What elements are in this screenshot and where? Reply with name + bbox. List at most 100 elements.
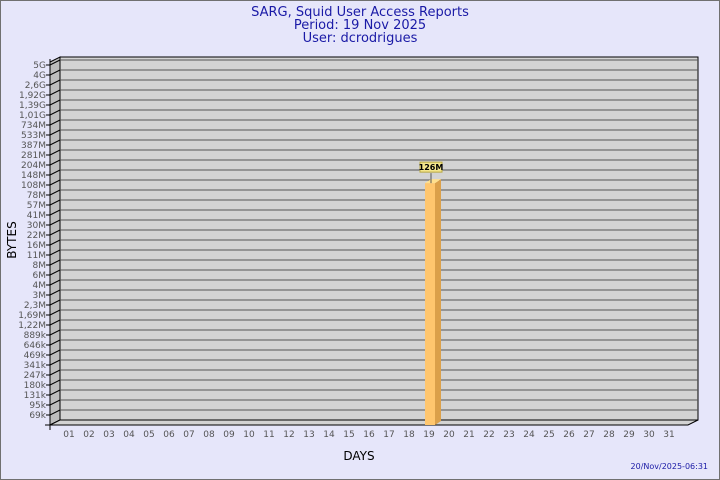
chart-subtitle-period: Period: 19 Nov 2025 xyxy=(294,18,426,33)
gridline-side xyxy=(49,179,61,186)
x-tick-label: 31 xyxy=(663,430,674,440)
x-tick-label: 25 xyxy=(543,430,554,440)
x-tick-label: 07 xyxy=(183,430,194,440)
gridline-side xyxy=(49,259,61,266)
y-tick-label: 281M xyxy=(21,151,46,161)
gridline-side xyxy=(49,219,61,226)
x-tick-label: 20 xyxy=(443,430,455,440)
x-tick-label: 19 xyxy=(423,430,435,440)
plot-back-wall xyxy=(59,56,699,421)
x-tick-label: 15 xyxy=(343,430,354,440)
bar-front xyxy=(425,183,435,425)
gridline-side xyxy=(49,169,61,176)
y-tick-label: 469k xyxy=(24,351,47,361)
y-tick-label: 734M xyxy=(21,121,46,131)
x-tick-label: 21 xyxy=(463,430,474,440)
x-tick-label: 02 xyxy=(83,430,94,440)
x-tick-label: 18 xyxy=(403,430,415,440)
x-tick-label: 11 xyxy=(263,430,274,440)
gridline-side xyxy=(49,289,61,296)
x-tick-label: 16 xyxy=(363,430,375,440)
x-tick-label: 09 xyxy=(223,430,235,440)
x-axis-label: DAYS xyxy=(343,449,374,463)
gridline-side xyxy=(49,149,61,156)
gridline-side xyxy=(49,369,61,376)
y-tick-label: 341k xyxy=(24,361,47,371)
y-tick-label: 646k xyxy=(24,341,47,351)
gridline-side xyxy=(49,399,61,406)
y-tick-label: 247k xyxy=(24,371,47,381)
y-tick-label: 2,6G xyxy=(25,81,46,91)
y-tick-label: 1,69M xyxy=(18,311,46,321)
x-tick-label: 05 xyxy=(143,430,154,440)
y-axis-label: BYTES xyxy=(5,221,19,258)
gridline-side xyxy=(49,129,61,136)
y-tick-label: 8M xyxy=(33,261,47,271)
y-tick-label: 1,92G xyxy=(19,91,46,101)
x-tick-label: 22 xyxy=(483,430,494,440)
x-tick-label: 03 xyxy=(103,430,114,440)
gridline-side xyxy=(49,199,61,206)
bar-value-label: 126M xyxy=(419,163,444,172)
y-tick-label: 95k xyxy=(29,401,46,411)
gridline-side xyxy=(49,209,61,216)
bar-label-box xyxy=(419,161,443,173)
x-tick-label: 12 xyxy=(283,430,294,440)
bar-side xyxy=(435,179,441,425)
y-tick-label: 41M xyxy=(27,211,46,221)
y-tick-label: 889k xyxy=(24,331,47,341)
plot-floor xyxy=(49,419,699,426)
y-tick-label: 131k xyxy=(24,391,47,401)
gridline-side xyxy=(49,159,61,166)
gridline-side xyxy=(49,279,61,286)
gridline-side xyxy=(49,359,61,366)
y-tick-label: 2,3M xyxy=(24,301,46,311)
gridline-side xyxy=(49,329,61,336)
generated-timestamp: 20/Nov/2025-06:31 xyxy=(631,462,708,471)
gridline-side xyxy=(49,119,61,126)
x-tick-label: 29 xyxy=(623,430,635,440)
chart-title: SARG, Squid User Access Reports xyxy=(251,5,469,20)
gridline-side xyxy=(49,319,61,326)
bar-top xyxy=(425,179,441,184)
y-tick-label: 6M xyxy=(33,271,47,281)
x-tick-label: 27 xyxy=(583,430,594,440)
gridline-side xyxy=(49,339,61,346)
gridline-side xyxy=(49,89,61,96)
gridline-side xyxy=(49,409,61,416)
gridline-side xyxy=(49,139,61,146)
x-tick-label: 06 xyxy=(163,430,175,440)
y-tick-label: 22M xyxy=(27,231,46,241)
gridline-side xyxy=(49,189,61,196)
y-tick-label: 1,22M xyxy=(18,321,46,331)
y-tick-label: 69k xyxy=(29,411,46,421)
x-tick-label: 23 xyxy=(503,430,514,440)
gridline-side xyxy=(49,99,61,106)
y-tick-label: 108M xyxy=(21,181,46,191)
x-tick-label: 24 xyxy=(523,430,535,440)
x-tick-label: 26 xyxy=(563,430,575,440)
gridline-side xyxy=(49,349,61,356)
y-tick-label: 3M xyxy=(33,291,47,301)
y-tick-label: 4G xyxy=(33,71,46,81)
y-tick-label: 78M xyxy=(27,191,46,201)
x-tick-label: 04 xyxy=(123,430,135,440)
gridline-side xyxy=(49,229,61,236)
y-tick-label: 1,39G xyxy=(19,101,46,111)
x-tick-label: 14 xyxy=(323,430,335,440)
x-tick-label: 28 xyxy=(603,430,615,440)
y-tick-label: 204M xyxy=(21,161,46,171)
x-tick-label: 08 xyxy=(203,430,215,440)
x-tick-label: 13 xyxy=(303,430,314,440)
y-tick-label: 1,01G xyxy=(19,111,46,121)
y-tick-label: 387M xyxy=(21,141,46,151)
gridline-side xyxy=(49,269,61,276)
gridline-side xyxy=(49,389,61,396)
x-tick-label: 01 xyxy=(63,430,74,440)
x-tick-label: 10 xyxy=(243,430,255,440)
gridline-side xyxy=(49,379,61,386)
y-tick-label: 11M xyxy=(27,251,46,261)
chart-subtitle-user: User: dcrodrigues xyxy=(303,31,418,46)
x-tick-label: 30 xyxy=(643,430,655,440)
